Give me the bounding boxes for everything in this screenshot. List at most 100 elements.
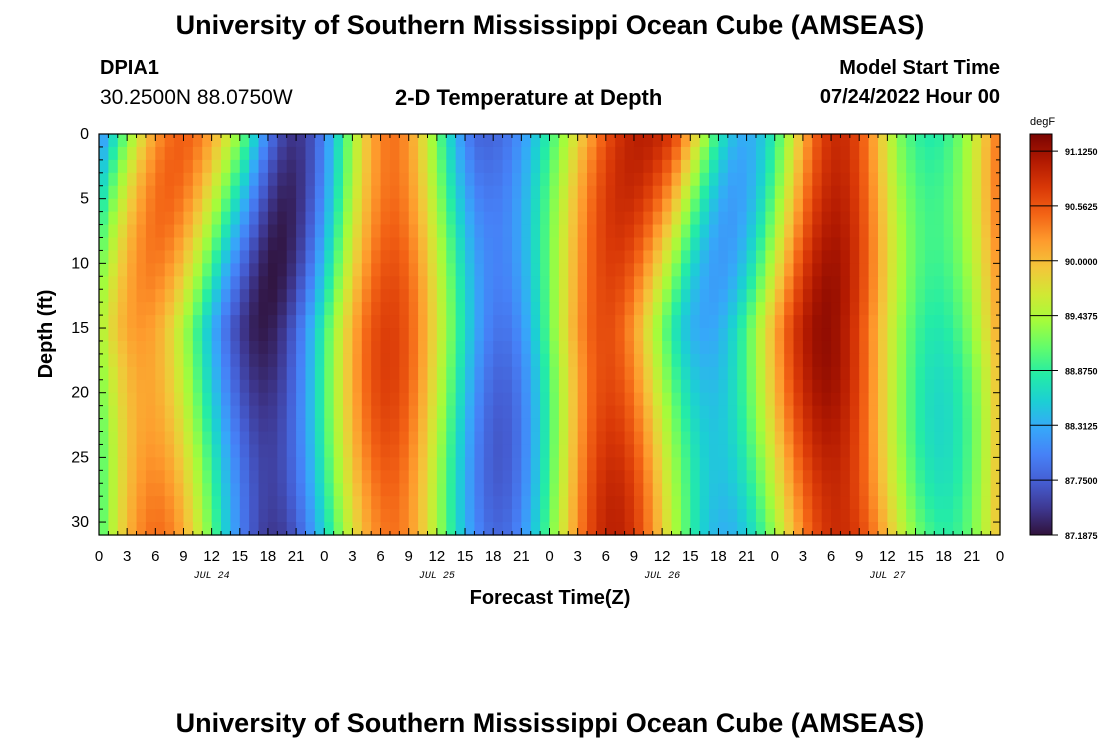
heat-cell [727, 483, 738, 497]
heat-cell [849, 366, 860, 381]
heat-cell [605, 418, 616, 433]
heat-cell [971, 159, 982, 174]
heat-cell [662, 392, 673, 407]
heat-cell [605, 379, 616, 394]
heat-cell [671, 328, 682, 342]
heat-cell [587, 379, 598, 394]
heat-cell [971, 302, 982, 316]
heat-cell [765, 159, 776, 174]
heat-cell [596, 198, 607, 213]
heat-cell [633, 379, 644, 394]
heat-cell [577, 418, 588, 433]
heat-cell [859, 496, 870, 510]
heat-cell [915, 328, 926, 342]
heat-cell [211, 366, 222, 381]
heat-cell [221, 289, 231, 303]
heat-cell [286, 340, 297, 355]
heat-cell [380, 366, 391, 381]
heat-cell [831, 340, 842, 355]
heat-cell [587, 250, 598, 264]
heat-cell [324, 250, 335, 264]
heat-cell [652, 509, 663, 523]
heat-cell [408, 224, 419, 239]
heat-cell [934, 405, 945, 420]
y-tick-label: 15 [71, 320, 89, 337]
heat-cell [849, 522, 860, 536]
heat-cell [953, 470, 964, 484]
heat-cell [530, 159, 541, 174]
heat-cell [943, 211, 954, 226]
heat-cell [371, 211, 382, 226]
heat-cell [624, 134, 635, 148]
heat-cell [549, 483, 560, 497]
heat-cell [286, 509, 297, 523]
heat-cell [990, 340, 1001, 355]
heat-cell [549, 328, 560, 342]
day-label: JUL 27 [869, 571, 905, 582]
heat-cell [164, 250, 175, 264]
heat-cell [389, 522, 400, 536]
heat-cell [605, 483, 616, 497]
heat-cell [727, 366, 738, 381]
heat-cell [633, 405, 644, 420]
heat-cell [202, 392, 213, 407]
heat-cell [953, 405, 964, 420]
heat-cell [568, 405, 579, 420]
heat-cell [502, 172, 513, 187]
heat-cell [117, 444, 128, 458]
heat-cell [389, 366, 400, 381]
heat-cell [239, 146, 250, 161]
heat-cell [549, 250, 560, 264]
heat-cell [774, 418, 785, 433]
heat-cell [239, 483, 250, 497]
heat-cell [127, 418, 138, 433]
heat-cell [230, 366, 241, 381]
heat-cell [230, 522, 241, 536]
heat-cell [174, 470, 185, 484]
heat-cell [249, 211, 260, 226]
heat-cell [174, 392, 185, 407]
heat-cell [802, 496, 813, 510]
heat-cell [221, 302, 231, 316]
heat-cell [117, 457, 128, 471]
heat-cell [511, 315, 522, 329]
heat-cell [305, 263, 316, 277]
heat-cell [774, 185, 785, 200]
heat-cell [408, 431, 419, 446]
heat-cell [577, 250, 588, 264]
heat-cell [849, 211, 860, 226]
heat-cell [465, 353, 476, 368]
heat-cell [596, 159, 607, 174]
heat-cell [418, 276, 429, 290]
heat-cell [258, 379, 269, 394]
heat-cell [361, 379, 372, 394]
heat-cell [249, 276, 260, 290]
heat-cell [652, 522, 663, 536]
heat-cell [343, 457, 354, 471]
heat-cell [755, 198, 766, 213]
heat-cell [802, 134, 813, 148]
heat-cell [981, 457, 992, 471]
heat-cell [906, 483, 917, 497]
heat-cell [305, 444, 316, 458]
heat-cell [906, 340, 917, 355]
heat-cell [671, 224, 682, 239]
heat-cell [408, 470, 419, 484]
heat-cell [699, 237, 710, 252]
heat-cell [737, 509, 748, 523]
heat-cell [174, 134, 185, 148]
heat-cell [117, 470, 128, 484]
heat-cell [183, 366, 194, 381]
heat-cell [511, 237, 522, 252]
heat-cell [361, 457, 372, 471]
heat-cell [202, 457, 213, 471]
heat-cell [746, 431, 757, 446]
heat-cell [493, 146, 504, 161]
heat-cell [117, 353, 128, 368]
heat-cell [314, 224, 325, 239]
heat-cell [934, 134, 945, 148]
heat-cell [587, 496, 598, 510]
heat-cell [709, 444, 720, 458]
heat-cell [915, 185, 926, 200]
heat-cell [521, 276, 532, 290]
